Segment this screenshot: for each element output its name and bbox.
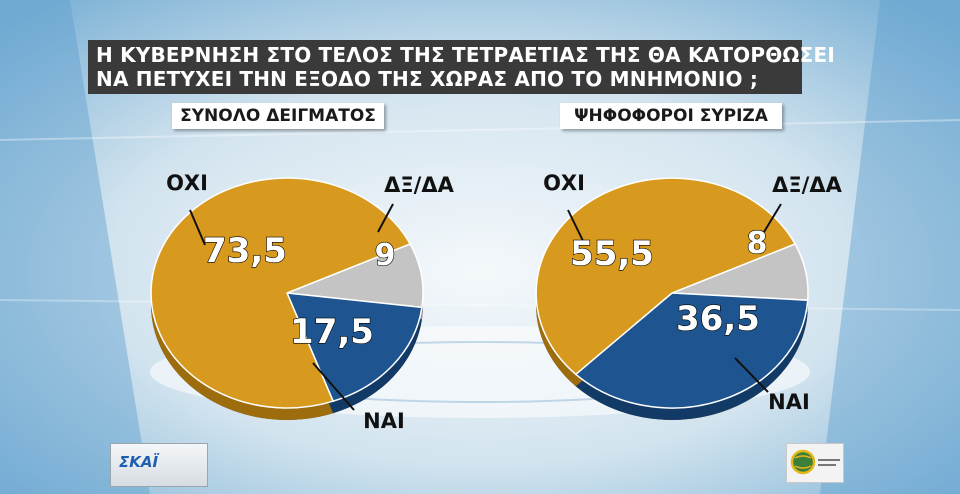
value-label-oxi: 55,5 [570, 234, 654, 274]
slice-nai [574, 292, 809, 409]
value-label-oxi: 73,5 [203, 231, 287, 271]
category-label-dxda: ΔΞ/ΔΑ [384, 173, 454, 197]
leader-line-nai [312, 362, 355, 411]
slice-oxi [535, 177, 797, 376]
leader-line-oxi [567, 209, 586, 246]
category-label-nai: ΝΑΙ [363, 409, 405, 433]
leader-line-nai [734, 357, 769, 393]
question-title: Η ΚΥΒΕΡΝΗΣΗ ΣΤΟ ΤΕΛΟΣ ΤΗΣ ΤΕΤΡΑΕΤΙΑΣ ΤΗΣ… [88, 40, 836, 94]
title-line-1: Η ΚΥΒΕΡΝΗΣΗ ΣΤΟ ΤΕΛΟΣ ΤΗΣ ΤΕΤΡΑΕΤΙΑΣ ΤΗΣ… [96, 43, 836, 67]
category-label-nai: ΝΑΙ [768, 390, 810, 414]
pie-chart-2: ΔΞ/ΔΑ 8 ΝΑΙ 36,5 ΟΧΙ 55,5 [535, 171, 843, 420]
category-label-dxda: ΔΞ/ΔΑ [772, 173, 842, 197]
pie-chart-1: ΔΞ/ΔΑ 9 ΝΑΙ 17,5 ΟΧΙ 73,5 [150, 171, 455, 433]
slice-oxi [150, 177, 412, 409]
chart-2-title: ΨΗΦΟΦΟΡΟΙ ΣΥΡΙΖΑ [560, 103, 782, 129]
chart-1-title: ΣΥΝΟΛΟ ΔΕΙΓΜΑΤΟΣ [172, 103, 384, 129]
leader-line-dxda [763, 203, 782, 233]
value-label-nai: 17,5 [290, 312, 374, 352]
value-label-dxda: 8 [747, 226, 768, 261]
leader-line-dxda [377, 203, 394, 233]
pollster-globe-icon [790, 449, 840, 475]
category-label-oxi: ΟΧΙ [543, 171, 585, 195]
channel-logo: ΣΚΑΪ [110, 443, 208, 487]
leader-line-oxi [189, 209, 206, 246]
title-line-2: ΝΑ ΠΕΤΥΧΕΙ ΤΗΝ ΕΞΟΔΟ ΤΗΣ ΧΩΡΑΣ ΑΠΟ ΤΟ ΜΝ… [96, 67, 759, 91]
category-label-oxi: ΟΧΙ [166, 171, 208, 195]
value-label-dxda: 9 [375, 238, 396, 273]
slice-nai [285, 292, 423, 403]
channel-logo-text: ΣΚΑΪ [119, 453, 159, 471]
value-label-nai: 36,5 [676, 299, 760, 339]
pollster-logo [786, 443, 844, 483]
